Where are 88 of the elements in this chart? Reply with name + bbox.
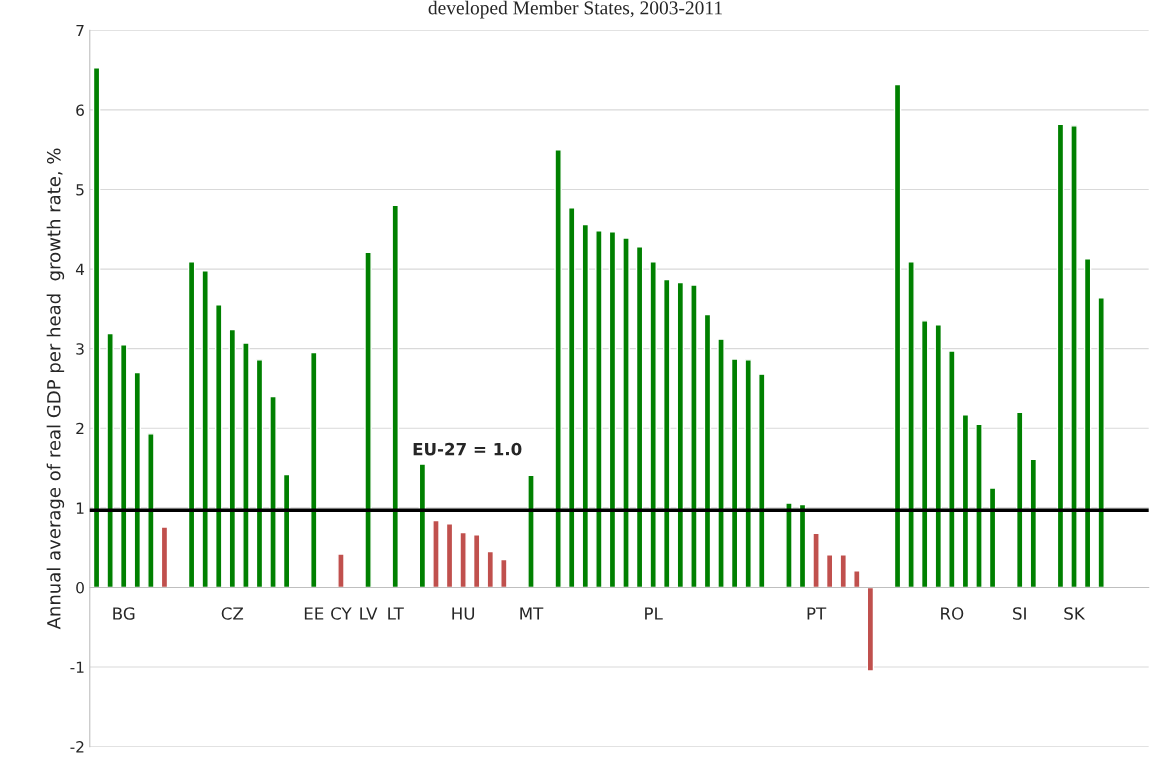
bar	[554, 149, 562, 589]
y-tick-label: 1	[76, 502, 84, 514]
x-tick-label: LT	[388, 607, 404, 620]
y-tick-label: 6	[76, 104, 84, 116]
bar	[187, 261, 196, 589]
x-tick-label: PL	[645, 607, 663, 620]
x-tick-label: EE	[304, 607, 324, 620]
bar	[1097, 297, 1105, 589]
x-tick-label: CZ	[221, 607, 244, 620]
y-tick-label: 5	[76, 184, 84, 196]
y-tick-label: -1	[70, 661, 84, 673]
bar	[119, 344, 128, 589]
bar	[812, 532, 820, 589]
bar	[486, 550, 495, 589]
bar	[242, 342, 250, 589]
bar	[445, 523, 454, 589]
x-tick-label: MT	[520, 607, 544, 620]
bar	[269, 395, 277, 589]
chart-title: developed Member States, 2003-2011	[428, 0, 722, 19]
bar	[581, 223, 590, 589]
bar	[282, 473, 291, 589]
x-tick-label: SK	[1064, 607, 1086, 620]
y-tick-label: -2	[70, 741, 84, 753]
bar	[147, 433, 155, 589]
bar	[201, 269, 209, 589]
x-tick-label: LV	[360, 607, 378, 620]
bar	[988, 487, 997, 589]
bar	[676, 281, 685, 589]
bar	[459, 531, 467, 589]
bar	[839, 554, 847, 589]
bar	[608, 230, 617, 589]
bar	[649, 261, 657, 589]
bar	[1083, 258, 1092, 589]
bar	[825, 554, 834, 589]
bar	[622, 237, 630, 589]
bar	[391, 204, 399, 589]
bar	[337, 553, 345, 589]
bar	[690, 284, 698, 589]
y-tick-label: 4	[75, 263, 85, 275]
bar	[1015, 411, 1024, 589]
bar	[758, 373, 766, 589]
bar	[703, 313, 712, 589]
bar	[907, 261, 915, 589]
bar	[853, 570, 861, 589]
x-tick-label: RO	[941, 607, 964, 620]
bar	[635, 246, 644, 589]
bar	[1029, 458, 1038, 589]
y-tick-label: 7	[76, 24, 84, 37]
bar	[730, 358, 739, 589]
bar	[133, 371, 142, 589]
bar	[744, 359, 752, 589]
bar	[255, 359, 264, 589]
bar	[934, 324, 943, 589]
bar	[975, 423, 983, 589]
y-axis-title: Annual average of real GDP per head growth rate, %	[46, 148, 65, 630]
bar	[961, 414, 970, 589]
bar	[1070, 125, 1078, 589]
x-tick-label: SI	[1013, 607, 1026, 620]
bar	[160, 526, 169, 589]
bar	[432, 519, 440, 589]
bar	[106, 332, 114, 589]
bar	[1056, 123, 1065, 589]
x-tick-label: PT	[807, 607, 827, 620]
bar	[920, 320, 929, 589]
x-tick-label: CY	[331, 607, 352, 620]
bar	[948, 350, 956, 589]
y-tick-label: 3	[76, 343, 84, 355]
y-tick-label: 0	[76, 581, 84, 594]
y-tick-label: 2	[76, 422, 84, 435]
bar	[228, 328, 237, 589]
bar	[472, 534, 481, 589]
bar	[310, 351, 318, 589]
bar	[364, 251, 372, 589]
x-tick-label: BG	[113, 607, 135, 620]
bar	[418, 463, 427, 589]
bar	[785, 502, 793, 589]
bar	[866, 586, 875, 672]
bar	[567, 207, 576, 589]
x-tick-label: HU	[452, 607, 475, 620]
bar	[663, 278, 671, 589]
bar	[717, 338, 725, 589]
bar	[595, 230, 603, 589]
bar	[527, 474, 535, 589]
bar	[500, 558, 508, 589]
bar	[214, 304, 223, 589]
ref-line-label: EU-27 = 1.0	[413, 442, 522, 456]
bar	[92, 67, 101, 589]
bar	[893, 83, 902, 589]
